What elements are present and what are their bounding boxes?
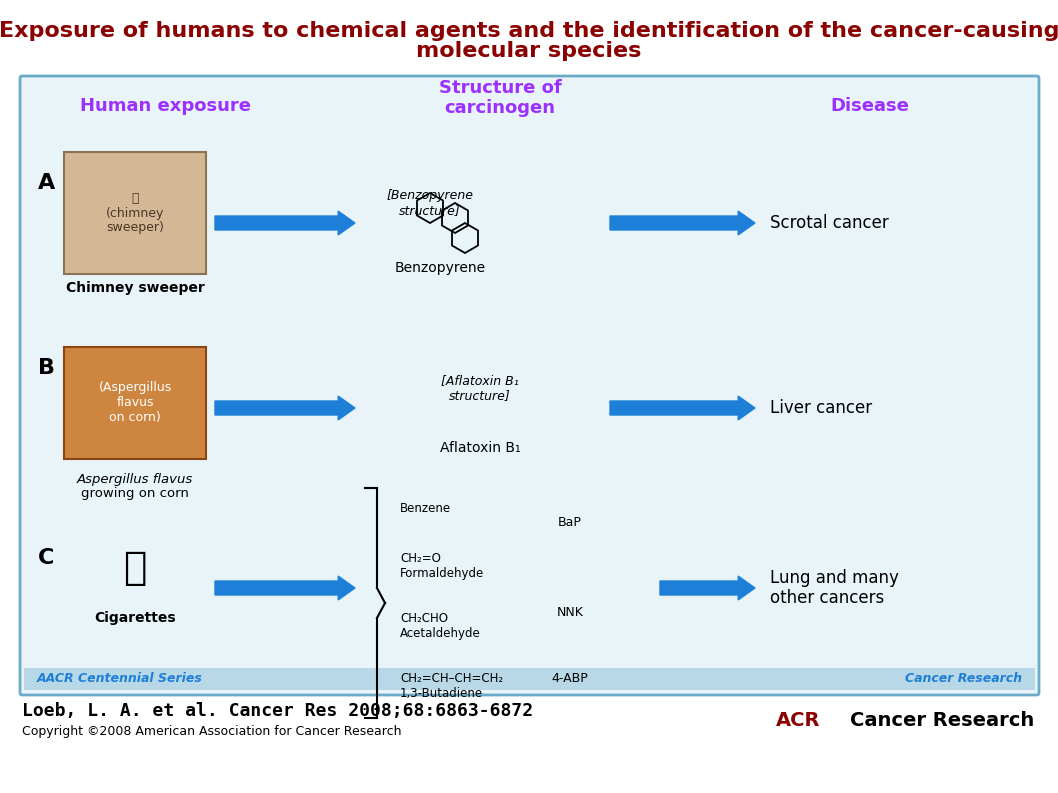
Text: Loeb, L. A. et al. Cancer Res 2008;68:6863-6872: Loeb, L. A. et al. Cancer Res 2008;68:68… [22, 702, 533, 720]
Text: Benzene: Benzene [400, 501, 451, 515]
Text: Lung and many
other cancers: Lung and many other cancers [770, 569, 899, 607]
Polygon shape [215, 576, 355, 600]
Text: Chimney sweeper: Chimney sweeper [66, 281, 204, 295]
FancyBboxPatch shape [24, 668, 1035, 690]
Text: Structure of
carcinogen: Structure of carcinogen [439, 79, 562, 117]
Polygon shape [215, 396, 355, 420]
Text: C: C [38, 548, 54, 568]
Text: growing on corn: growing on corn [81, 487, 189, 500]
Text: molecular species: molecular species [416, 41, 642, 61]
Polygon shape [215, 211, 355, 235]
Polygon shape [610, 211, 755, 235]
Text: [Aflatoxin B₁
structure]: [Aflatoxin B₁ structure] [441, 374, 518, 402]
Polygon shape [660, 576, 755, 600]
Text: CH₂CHO: CH₂CHO [400, 611, 448, 625]
Text: 🧹
(chimney
sweeper): 🧹 (chimney sweeper) [106, 191, 164, 235]
FancyBboxPatch shape [20, 76, 1039, 695]
Text: Exposure of humans to chemical agents and the identification of the cancer-causi: Exposure of humans to chemical agents an… [0, 21, 1058, 41]
Text: Cancer Research: Cancer Research [850, 711, 1035, 730]
Text: 1,3-Butadiene: 1,3-Butadiene [400, 687, 484, 699]
Text: Aspergillus flavus: Aspergillus flavus [77, 473, 194, 486]
Text: Cancer Research: Cancer Research [905, 672, 1022, 685]
Text: BaP: BaP [558, 516, 582, 530]
Text: Aflatoxin B₁: Aflatoxin B₁ [440, 441, 521, 455]
Text: Copyright ©2008 American Association for Cancer Research: Copyright ©2008 American Association for… [22, 725, 401, 737]
Polygon shape [610, 396, 755, 420]
Text: Acetaldehyde: Acetaldehyde [400, 626, 480, 639]
Text: Cigarettes: Cigarettes [94, 611, 176, 625]
Text: Formaldehyde: Formaldehyde [400, 566, 485, 580]
Text: 4-ABP: 4-ABP [551, 672, 588, 684]
Text: NNK: NNK [557, 607, 583, 619]
Text: B: B [38, 358, 55, 378]
Text: 🚬: 🚬 [124, 549, 147, 587]
FancyBboxPatch shape [63, 152, 206, 274]
Text: Disease: Disease [831, 97, 910, 115]
Text: AACR Centennial Series: AACR Centennial Series [37, 672, 203, 685]
Text: Benzopyrene: Benzopyrene [395, 261, 486, 275]
Text: Human exposure: Human exposure [79, 97, 251, 115]
Text: A: A [38, 173, 55, 193]
Text: CH₂=O: CH₂=O [400, 551, 441, 565]
Text: Scrotal cancer: Scrotal cancer [770, 214, 889, 232]
Text: ACR: ACR [776, 711, 820, 730]
Text: CH₂=CH–CH=CH₂: CH₂=CH–CH=CH₂ [400, 672, 504, 684]
Text: (Aspergillus
flavus
on corn): (Aspergillus flavus on corn) [98, 381, 171, 424]
Text: Liver cancer: Liver cancer [770, 399, 872, 417]
Text: [Benzopyrene
structure]: [Benzopyrene structure] [386, 189, 474, 217]
FancyBboxPatch shape [63, 347, 206, 459]
